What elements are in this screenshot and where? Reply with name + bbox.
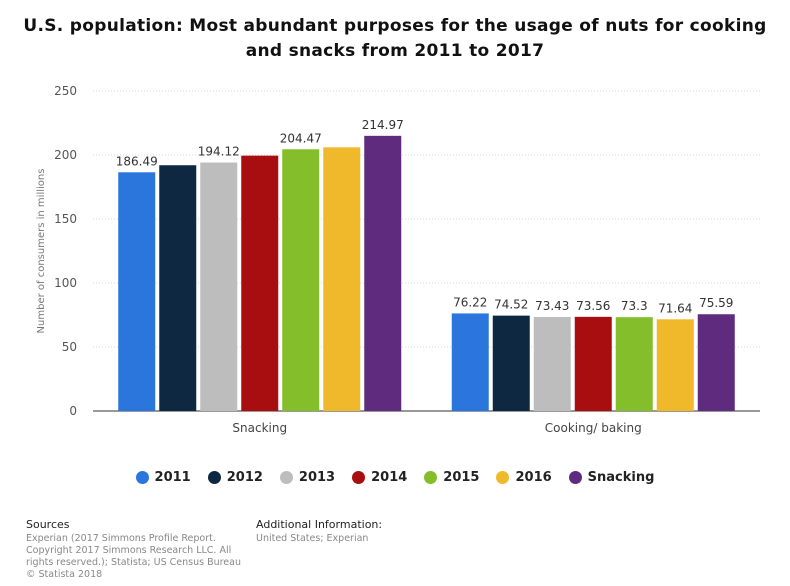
- bar: [492, 315, 530, 411]
- data-label: 186.49: [116, 154, 158, 168]
- data-label: 204.47: [280, 131, 322, 145]
- data-label: 73.43: [535, 299, 569, 313]
- additional-info-block: Additional Information: United States; E…: [256, 518, 456, 545]
- bar: [697, 314, 735, 411]
- additional-info-heading: Additional Information:: [256, 518, 383, 531]
- sources-line: Copyright 2017 Simmons Research LLC. All: [26, 545, 232, 556]
- bar: [533, 317, 571, 411]
- bar: [451, 313, 489, 411]
- bar: [656, 319, 694, 411]
- legend-label: 2012: [226, 470, 263, 485]
- legend-item[interactable]: 2012: [207, 470, 263, 485]
- data-label: 214.97: [362, 118, 404, 132]
- sources-line: Experian (2017 Simmons Profile Report.: [26, 533, 216, 544]
- bar: [118, 172, 156, 411]
- legend-label: 2013: [298, 470, 336, 485]
- y-tick-label: 200: [54, 148, 77, 162]
- y-tick-label: 0: [69, 404, 77, 418]
- data-label: 73.3: [621, 299, 648, 313]
- legend-swatch: [279, 471, 293, 484]
- bar: [364, 135, 402, 412]
- y-tick-label: 100: [54, 276, 77, 290]
- sources-line: rights reserved.); Statista; US Census B…: [26, 557, 241, 568]
- x-category-label: Cooking/ baking: [545, 421, 642, 435]
- legend-swatch: [135, 471, 149, 484]
- legend-swatch: [568, 471, 582, 484]
- chart-title: U.S. population: Most abundant purposes …: [23, 16, 767, 61]
- data-label: 75.59: [699, 296, 733, 310]
- legend-label: 2015: [443, 470, 480, 485]
- y-axis-title: Number of consumers in millions: [36, 169, 47, 334]
- data-label: 194.12: [198, 145, 240, 159]
- legend-item[interactable]: Snacking: [568, 470, 655, 485]
- legend-label: 2011: [154, 470, 191, 485]
- sources-block: Sources Experian (2017 Simmons Profile R…: [26, 518, 251, 581]
- y-tick-label: 50: [62, 340, 77, 354]
- legend-swatch: [207, 471, 221, 484]
- additional-info-text: United States; Experian: [256, 533, 369, 544]
- sources-text: Experian (2017 Simmons Profile Report. Co…: [26, 533, 251, 581]
- sources-line: © Statista 2018: [26, 569, 103, 580]
- legend-item[interactable]: 2011: [135, 470, 191, 485]
- legend-item[interactable]: 2014: [352, 470, 407, 485]
- bar: [200, 162, 238, 411]
- data-label: 73.56: [576, 299, 610, 313]
- legend-item[interactable]: 2015: [424, 470, 479, 485]
- legend-swatch: [424, 471, 438, 484]
- bar: [159, 165, 197, 411]
- legend-item[interactable]: 2016: [496, 470, 552, 485]
- legend-label: Snacking: [587, 470, 655, 485]
- y-tick-label: 150: [54, 212, 77, 226]
- legend-label: 2014: [371, 470, 408, 485]
- bar: [282, 149, 320, 412]
- data-label: 74.52: [494, 298, 528, 312]
- legend-swatch: [352, 471, 366, 484]
- bar: [615, 317, 653, 411]
- sources-heading: Sources: [26, 518, 70, 531]
- legend-swatch: [496, 471, 510, 484]
- x-category-label: Snacking: [232, 421, 287, 435]
- data-label: 76.22: [453, 295, 487, 309]
- legend-item[interactable]: 2013: [279, 470, 336, 485]
- y-tick-label: 250: [54, 84, 77, 98]
- bar: [323, 147, 361, 411]
- data-label: 71.64: [658, 301, 692, 315]
- bar: [574, 316, 612, 411]
- legend-label: 2016: [515, 470, 552, 485]
- bar: [241, 155, 279, 411]
- chart-legend: 2011 2012 2013 2014 2015 2016 Snacking: [0, 470, 790, 485]
